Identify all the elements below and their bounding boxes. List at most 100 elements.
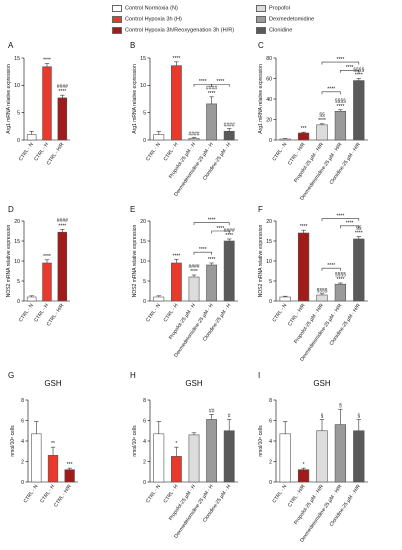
category-label: CTRL - N xyxy=(145,141,162,162)
category-label: CTRL - N xyxy=(23,483,40,504)
legend-item-propofol: Propofol xyxy=(256,5,290,12)
bar xyxy=(279,433,291,483)
bracket-label: **** xyxy=(346,221,354,227)
y-tick-label: 8 xyxy=(21,398,24,404)
significance-label: **** xyxy=(318,118,326,124)
y-tick-label: 0 xyxy=(17,299,20,305)
significance-label: **** xyxy=(300,224,308,230)
bracket-label: **** xyxy=(199,247,207,253)
bar xyxy=(297,469,310,483)
significance-label: §§§§ xyxy=(335,99,346,105)
panel-letter: A xyxy=(8,41,14,50)
panel-letter: D xyxy=(8,205,14,214)
y-axis-label: Arg1 mRNA relative expression xyxy=(258,64,264,134)
bar xyxy=(223,130,235,141)
bar xyxy=(188,138,200,141)
y-tick-label: 15 xyxy=(266,239,272,245)
y-tick-label: 5 xyxy=(143,110,146,116)
bar xyxy=(334,424,347,483)
chart-title: GSH xyxy=(185,379,203,388)
y-tick-label: 6 xyxy=(21,418,24,424)
panel-letter: C xyxy=(258,41,264,50)
legend-item-hypoxia: Control Hypoxia 3h (H) xyxy=(112,16,182,23)
figure-legend: Control Normoxia (N) Control Hypoxia 3h … xyxy=(0,0,402,42)
bar xyxy=(316,124,328,141)
category-label: CTRL - H/R xyxy=(287,302,307,327)
legend-swatch xyxy=(256,5,266,12)
y-tick-label: 6 xyxy=(143,418,146,424)
y-axis-label: NOS2 mRNA relative expression xyxy=(258,225,264,298)
bar xyxy=(223,240,235,302)
bar xyxy=(188,434,200,483)
significance-label: **** xyxy=(58,223,66,229)
bar xyxy=(206,419,218,483)
bracket-label: **** xyxy=(327,263,335,269)
bar xyxy=(297,132,310,141)
bar xyxy=(279,138,291,141)
comparison-bracket xyxy=(321,91,341,95)
significance-label: §§§§ xyxy=(316,288,327,294)
significance-label: **** xyxy=(58,89,66,95)
y-tick-label: 15 xyxy=(14,239,20,245)
y-tick-label: 40 xyxy=(266,97,272,103)
bar xyxy=(26,134,37,141)
y-tick-label: 10 xyxy=(14,83,20,89)
legend-item-clonidine: Clonidine xyxy=(256,27,292,34)
chart-title: GSH xyxy=(313,379,331,388)
comparison-bracket xyxy=(321,61,360,65)
panel-i: I GSH 0 2 4 6 8 nmol/10⁶ cells CTRL - N * CTRL - H… xyxy=(258,371,368,544)
bar xyxy=(170,65,182,141)
y-tick-label: 2 xyxy=(21,459,24,465)
bracket-label: **** xyxy=(337,57,345,63)
y-tick-label: 0 xyxy=(269,480,272,486)
significance-label: §§ xyxy=(356,225,362,231)
y-tick-label: 4 xyxy=(143,439,146,445)
bracket-label: **** xyxy=(346,65,354,71)
y-axis-label: Arg1 mRNA relative expression xyxy=(6,64,12,134)
significance-label: § xyxy=(357,413,360,419)
significance-label: #### xyxy=(188,264,199,270)
y-tick-label: 80 xyxy=(266,56,272,62)
legend-swatch xyxy=(256,16,266,23)
y-tick-label: 2 xyxy=(143,459,146,465)
comparison-bracket xyxy=(340,225,360,229)
y-tick-label: 20 xyxy=(266,219,272,225)
y-tick-label: 0 xyxy=(143,138,146,144)
y-tick-label: 10 xyxy=(14,259,20,265)
significance-label: #### xyxy=(57,218,68,224)
comparison-bracket xyxy=(193,222,230,226)
bracket-label: **** xyxy=(337,213,345,219)
bar xyxy=(353,238,365,302)
bar xyxy=(279,296,291,302)
significance-label: *** xyxy=(67,462,73,468)
bracket-label: **** xyxy=(217,79,225,85)
y-axis-label: NOS2 mRNA relative expression xyxy=(132,225,138,298)
bar xyxy=(153,134,165,141)
y-tick-label: 0 xyxy=(269,138,272,144)
significance-label: **** xyxy=(208,257,216,263)
significance-label: **** xyxy=(355,73,363,79)
significance-label: #### xyxy=(224,123,235,129)
y-tick-label: 10 xyxy=(140,83,146,89)
legend-label: Dexmedetomidine xyxy=(269,16,315,23)
bracket-label: **** xyxy=(208,217,216,223)
comparison-bracket xyxy=(211,230,230,234)
category-label: CTRL - H/R xyxy=(287,141,307,166)
bracket-label: **** xyxy=(199,79,207,85)
bar xyxy=(47,455,59,483)
legend-swatch xyxy=(112,16,122,23)
y-tick-label: 15 xyxy=(140,239,146,245)
y-tick-label: 20 xyxy=(266,117,272,123)
legend-item-normoxia: Control Normoxia (N) xyxy=(112,5,178,12)
legend-label: Control Normoxia (N) xyxy=(125,5,178,12)
significance-label: * xyxy=(175,441,177,447)
significance-label: ** xyxy=(51,441,55,447)
legend-label: Clonidine xyxy=(269,27,293,34)
significance-label: * xyxy=(303,462,305,468)
panel-letter: E xyxy=(130,205,135,214)
y-axis-label: nmol/10⁶ cells xyxy=(10,425,16,457)
